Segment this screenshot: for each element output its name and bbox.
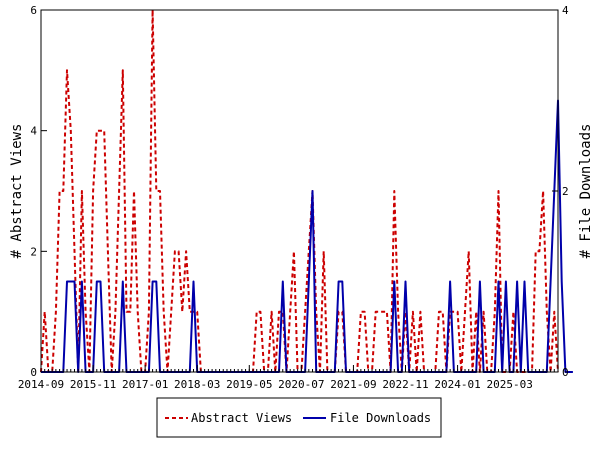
y-right-tick-label: 4: [562, 4, 569, 17]
series-lines: [40, 9, 573, 373]
y-left-tick-label: 4: [30, 125, 37, 138]
legend-box: [156, 397, 442, 438]
y-left-tick-label: 0: [30, 366, 37, 379]
x-tick-label: 2020-07: [278, 378, 324, 391]
right-axis-title: # File Downloads: [578, 124, 594, 259]
tick-labels: 2014-09 2015-11 2017-01 2018-03 2019-05 2020-…: [18, 4, 569, 391]
legend-label-abstract-views: Abstract Views: [191, 411, 292, 425]
legend: Abstract Views File Downloads: [156, 397, 442, 438]
y-right-tick-label: 0: [562, 366, 569, 379]
x-tick-label: 2014-09: [18, 378, 64, 391]
x-tick-label: 2025-03: [486, 378, 532, 391]
y-right-tick-label: 2: [562, 185, 569, 198]
y-left-tick-label: 2: [30, 245, 37, 258]
x-tick-label: 2017-01: [122, 378, 168, 391]
x-tick-label: 2022-11: [382, 378, 428, 391]
legend-label-file-downloads: File Downloads: [330, 411, 431, 425]
left-axis-title: # Abstract Views: [9, 124, 25, 259]
y-left-tick-label: 6: [30, 4, 37, 17]
x-tick-label: 2021-09: [330, 378, 376, 391]
x-tick-label: 2024-01: [434, 378, 480, 391]
x-tick-label: 2015-11: [70, 378, 116, 391]
x-tick-label: 2019-05: [226, 378, 272, 391]
axes: [40, 9, 559, 373]
x-tick-label: 2018-03: [174, 378, 220, 391]
